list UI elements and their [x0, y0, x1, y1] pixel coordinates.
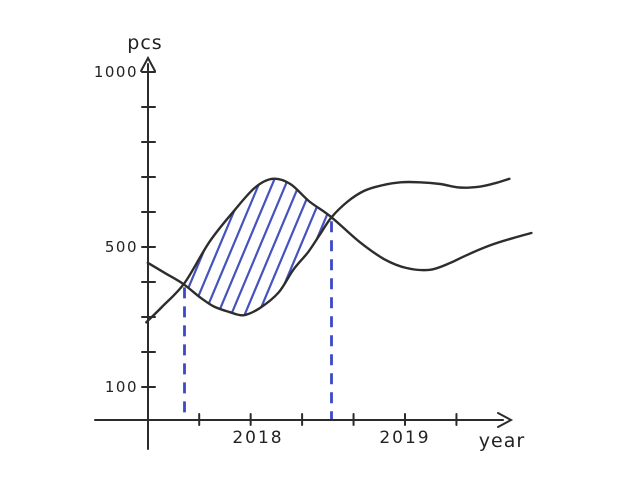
y-axis-arrow-icon — [140, 55, 156, 72]
hatch-stroke — [351, 166, 429, 352]
x-tick-label: 2019 — [379, 428, 430, 448]
y-tick-label: 500 — [105, 238, 138, 256]
hatch-stroke — [364, 166, 442, 352]
x-axis-arrow-icon — [497, 412, 514, 428]
hatch-stroke — [200, 178, 282, 316]
hatch-stroke — [187, 178, 268, 316]
hatch-stroke — [227, 178, 309, 316]
y-axis-tick-labels: 1000 500 100 — [94, 63, 138, 396]
hatch-stroke — [322, 178, 334, 316]
hatch-stroke — [295, 178, 334, 316]
hatch-stroke — [308, 178, 334, 316]
x-axis-tick-labels: 2018 2019 — [232, 428, 430, 448]
y-tick-label: 100 — [105, 378, 138, 396]
hatch-stroke — [378, 166, 456, 352]
y-tick-label: 1000 — [94, 63, 138, 81]
x-axis-title: year — [479, 430, 525, 452]
hatch-stroke — [337, 166, 415, 352]
x-axis-ticks — [198, 413, 458, 426]
x-tick-label: 2018 — [232, 428, 283, 448]
series-curve-s-shape — [146, 177, 511, 317]
y-axis-title: pcs — [127, 32, 162, 54]
hatch-stroke — [214, 178, 295, 316]
dashed-drop-lines — [183, 221, 333, 419]
